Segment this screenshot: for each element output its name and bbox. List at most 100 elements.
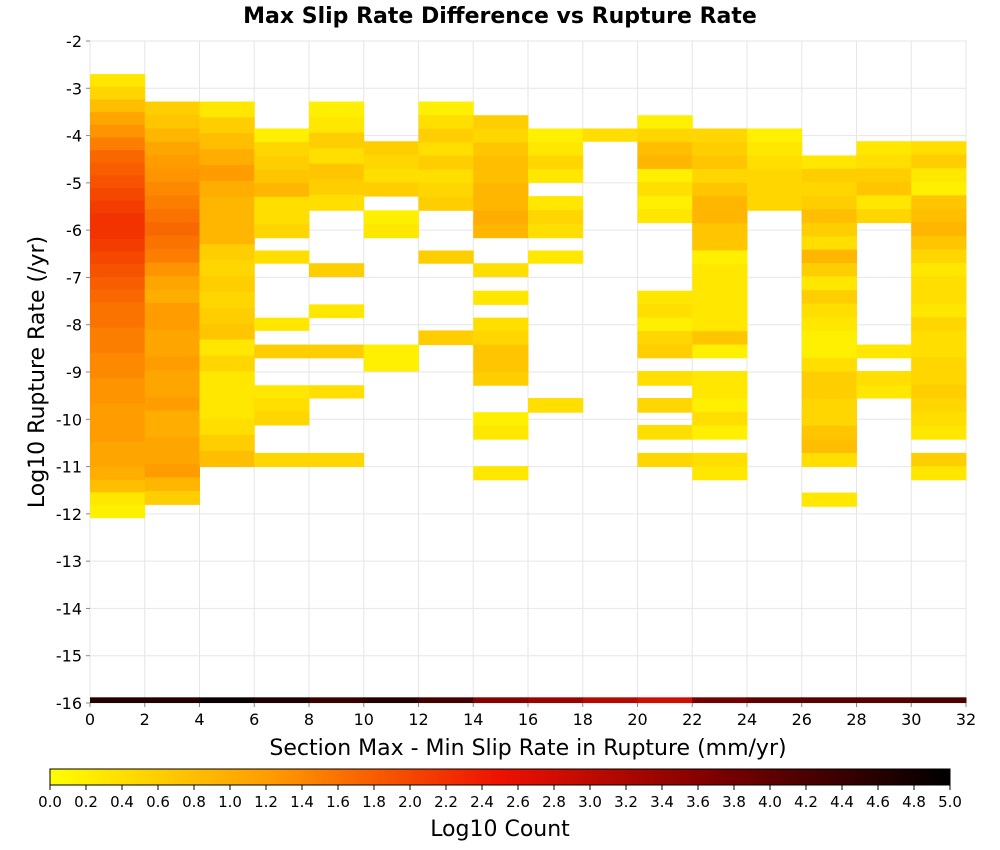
heatmap-cell: [144, 208, 200, 223]
heatmap-cell: [911, 208, 967, 223]
heatmap-cell: [144, 155, 200, 170]
colorbar-tick-label: 1.2: [254, 793, 278, 811]
heatmap-cell: [692, 182, 748, 197]
heatmap-cell: [199, 212, 255, 229]
heatmap-cell: [309, 194, 365, 211]
heatmap-cell: [801, 168, 857, 183]
heatmap-cell: [692, 466, 748, 481]
heatmap-cell: [144, 141, 200, 156]
heatmap-cell: [418, 142, 474, 157]
x-tick-label: 24: [737, 710, 757, 729]
heatmap-cell: [911, 317, 967, 332]
heatmap-cell: [144, 262, 200, 277]
heatmap-cell: [473, 317, 529, 332]
heatmap-cell: [418, 128, 474, 143]
heatmap-cell: [692, 236, 748, 251]
heatmap-cell: [528, 128, 584, 143]
heatmap-cell: [90, 428, 146, 443]
x-tick-label: 14: [463, 710, 483, 729]
y-tick-label: -10: [56, 410, 82, 429]
heatmap-cell: [637, 168, 693, 183]
heatmap-cell: [801, 182, 857, 197]
heatmap-cell: [801, 195, 857, 210]
heatmap-cell: [199, 260, 255, 277]
heatmap-cell: [90, 150, 146, 164]
heatmap-cell: [144, 195, 200, 210]
heatmap-cell: [363, 182, 419, 197]
colorbar-tick-label: 3.8: [722, 793, 746, 811]
heatmap-cell: [582, 128, 638, 142]
heatmap-cell: [692, 398, 748, 413]
heatmap-cell: [199, 339, 255, 356]
heatmap-cell: [801, 222, 857, 237]
heatmap-cell-bottom: [309, 697, 365, 703]
heatmap-cell: [144, 302, 200, 317]
heatmap-cell: [90, 378, 146, 392]
heatmap-cell: [637, 304, 693, 319]
heatmap-cell: [199, 450, 255, 468]
heatmap-cell-bottom: [363, 697, 419, 703]
y-tick-label: -13: [56, 552, 82, 571]
heatmap-cell: [911, 303, 967, 318]
heatmap-cell: [418, 250, 474, 264]
heatmap-cell: [473, 169, 529, 184]
x-tick-label: 6: [249, 710, 259, 729]
heatmap-cell: [254, 250, 310, 264]
colorbar-tick-label: 2.4: [470, 793, 494, 811]
heatmap-cell-bottom: [199, 697, 255, 703]
heatmap-cell: [90, 289, 146, 303]
heatmap-cell: [363, 223, 419, 239]
heatmap-cell: [637, 128, 693, 143]
heatmap-cell: [363, 168, 419, 183]
colorbar-tick-label: 2.6: [506, 793, 530, 811]
colorbar-tick-label: 0.6: [146, 793, 170, 811]
heatmap-cell: [856, 385, 912, 399]
colorbar-tick-label: 0.4: [110, 793, 134, 811]
heatmap-cell: [747, 128, 803, 143]
heatmap-cell: [199, 149, 255, 166]
heatmap-cell-bottom: [856, 697, 912, 703]
heatmap-cell: [90, 200, 146, 214]
heatmap-cell-bottom: [911, 697, 967, 703]
heatmap-cell: [856, 195, 912, 210]
chart-title: Max Slip Rate Difference vs Rupture Rate: [243, 4, 757, 29]
heatmap-cell: [199, 355, 255, 372]
heatmap-cell: [747, 196, 803, 211]
heatmap-cell: [90, 352, 146, 367]
heatmap-cell: [199, 196, 255, 214]
heatmap-cell: [747, 155, 803, 170]
heatmap-cell: [692, 169, 748, 184]
heatmap-cell: [199, 228, 255, 245]
heatmap-cell: [911, 330, 967, 345]
x-tick-label: 4: [194, 710, 204, 729]
heatmap-cell: [144, 410, 200, 425]
heatmap-cell: [801, 155, 857, 170]
heatmap-cell: [801, 492, 857, 507]
x-tick-label: 2: [140, 710, 150, 729]
heatmap-cell: [144, 450, 200, 465]
colorbar-tick-label: 3.0: [578, 793, 602, 811]
heatmap-cell: [911, 466, 967, 481]
x-tick-label: 26: [792, 710, 812, 729]
heatmap-cell: [637, 115, 693, 130]
heatmap-cell: [801, 385, 857, 400]
heatmap-cell: [90, 238, 146, 253]
heatmap-cell: [90, 504, 146, 519]
colorbar-tick-label: 2.0: [398, 793, 422, 811]
heatmap-cell-bottom: [90, 697, 146, 703]
heatmap-cell: [418, 330, 474, 346]
colorbar-tick-label: 3.4: [650, 793, 674, 811]
heatmap-cell: [801, 452, 857, 468]
heatmap-cell: [473, 425, 529, 440]
heatmap-cell: [911, 195, 967, 210]
heatmap-cell: [254, 385, 310, 399]
x-tick-label: 32: [956, 710, 976, 729]
heatmap-cell: [801, 276, 857, 291]
heatmap-cell: [856, 168, 912, 183]
heatmap-cell: [528, 169, 584, 183]
heatmap-cell: [801, 290, 857, 305]
heatmap-cell: [90, 175, 146, 189]
heatmap-cell: [90, 264, 146, 278]
heatmap-cell: [528, 155, 584, 170]
heatmap-cell: [199, 307, 255, 325]
